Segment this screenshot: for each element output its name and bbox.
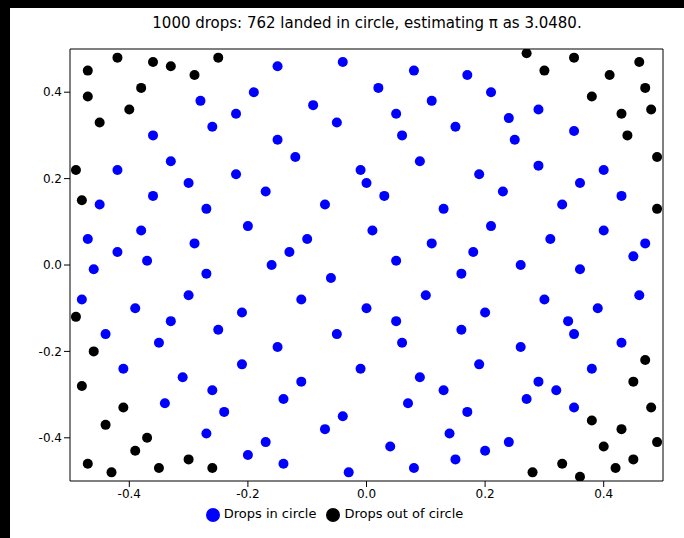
svg-text:-0.2: -0.2 [39, 345, 62, 359]
svg-text:-0.2: -0.2 [236, 487, 259, 501]
html-text:1000 drops: 762 landed in circ: 1000 drops: 762 landed in circle, estima… [152, 14, 582, 32]
svg-text:0.4: 0.4 [43, 85, 62, 99]
svg-text:0.2: 0.2 [476, 487, 495, 501]
svg-text:0.0: 0.0 [357, 487, 376, 501]
svg-text:0.0: 0.0 [43, 258, 62, 272]
html-text:Drops in circle: Drops in circle [223, 506, 317, 521]
svg-text:0.4: 0.4 [594, 487, 613, 501]
svg-text:0.2: 0.2 [43, 172, 62, 186]
svg-text:-0.4: -0.4 [39, 431, 62, 445]
svg-text:-0.4: -0.4 [118, 487, 141, 501]
html-text:Drops out of circle: Drops out of circle [344, 506, 464, 521]
